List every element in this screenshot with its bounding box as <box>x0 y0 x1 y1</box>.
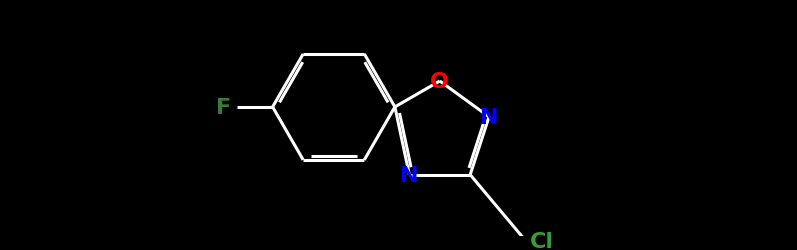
Text: F: F <box>216 98 231 117</box>
Text: N: N <box>480 107 498 127</box>
Text: N: N <box>400 165 418 185</box>
Text: O: O <box>430 72 450 92</box>
Text: Cl: Cl <box>529 231 553 250</box>
